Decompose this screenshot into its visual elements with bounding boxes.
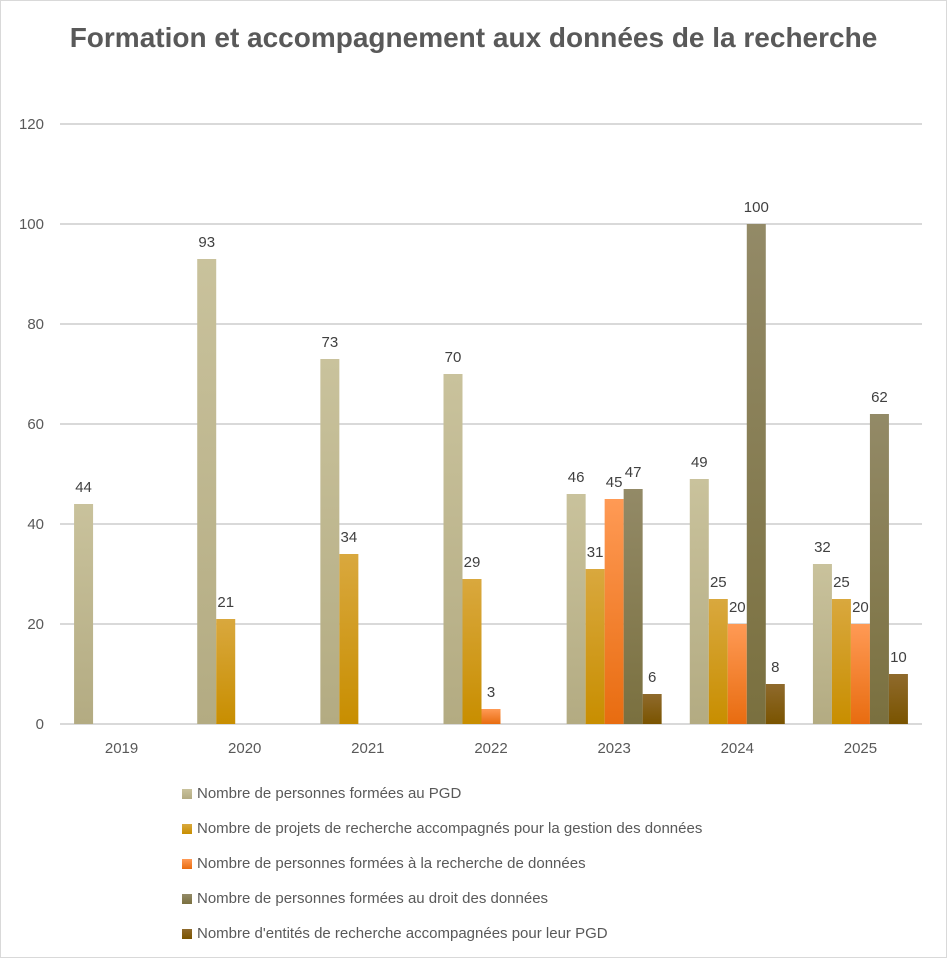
data-label: 100 [744,199,769,216]
data-label: 21 [217,594,234,611]
legend-item: Nombre de personnes formées au PGD [182,776,702,811]
data-label: 10 [890,649,907,666]
legend-item: Nombre de personnes formées au droit des… [182,881,702,916]
bar [566,494,586,724]
legend-swatch [182,928,192,939]
data-label: 6 [648,669,656,686]
legend-item: Nombre de projets de recherche accompagn… [182,811,702,846]
bar [850,624,870,724]
bar [604,499,624,724]
bar [443,374,463,724]
data-label: 29 [464,554,481,571]
legend-label: Nombre de personnes formées au PGD [197,785,462,802]
bars [74,224,908,724]
x-tick-label: 2020 [228,740,261,757]
y-axis-ticks: 0 20 40 60 80 100 120 [19,116,44,733]
legend-label: Nombre de personnes formées à la recherc… [197,855,586,872]
legend-label: Nombre de projets de recherche accompagn… [197,820,703,837]
data-label: 31 [587,544,604,561]
y-tick-label: 120 [19,116,44,133]
data-label: 20 [729,599,746,616]
legend-swatch [182,823,192,834]
legend-item: Nombre de personnes formées à la recherc… [182,846,702,881]
bar [197,259,217,724]
data-labels: 4493217334702934631454764925201008322520… [75,199,907,701]
x-axis-ticks: 2019 2020 2021 2022 2023 2024 2025 [105,740,877,757]
data-label: 25 [710,574,727,591]
data-label: 70 [445,349,462,366]
chart-title: Formation et accompagnement aux données … [69,22,878,53]
legend: Nombre de personnes formées au PGD Nombre… [182,776,702,951]
data-label: 62 [871,389,888,406]
data-label: 32 [814,539,831,556]
data-label: 93 [198,234,215,251]
legend-item: Nombre d'entités de recherche accompagné… [182,916,702,951]
data-label: 8 [771,659,779,676]
data-label: 34 [341,529,358,546]
bar [708,599,728,724]
data-label: 46 [568,469,585,486]
bar [727,624,747,724]
x-tick-label: 2024 [721,740,754,757]
data-label: 44 [75,479,92,496]
x-tick-label: 2022 [474,740,507,757]
bar [339,554,359,724]
legend-swatch [182,893,192,904]
y-tick-label: 20 [27,616,44,633]
bar [623,489,643,724]
bar [462,579,482,724]
data-label: 47 [625,464,642,481]
bar [831,599,851,724]
bar [746,224,766,724]
legend-label: Nombre d'entités de recherche accompagné… [197,925,608,942]
legend-swatch [182,788,192,799]
data-label: 73 [322,334,339,351]
y-tick-label: 60 [27,416,44,433]
bar [320,359,340,724]
data-label: 20 [852,599,869,616]
x-tick-label: 2023 [597,740,630,757]
data-label: 49 [691,454,708,471]
legend-label: Nombre de personnes formées au droit des… [197,890,549,907]
bar [869,414,889,724]
x-tick-label: 2021 [351,740,384,757]
legend-swatch [182,858,192,869]
bar [216,619,236,724]
bar [689,479,709,724]
y-tick-label: 40 [27,516,44,533]
y-tick-label: 0 [36,716,44,733]
bar [812,564,832,724]
bar [74,504,94,724]
bar [481,709,501,724]
bar [585,569,605,724]
data-label: 3 [487,684,495,701]
bar [888,674,908,724]
bar [642,694,662,724]
x-tick-label: 2019 [105,740,138,757]
data-label: 45 [606,474,623,491]
y-tick-label: 80 [27,316,44,333]
gridlines [60,123,922,725]
x-tick-label: 2025 [844,740,877,757]
data-label: 25 [833,574,850,591]
y-tick-label: 100 [19,216,44,233]
bar [765,684,785,724]
